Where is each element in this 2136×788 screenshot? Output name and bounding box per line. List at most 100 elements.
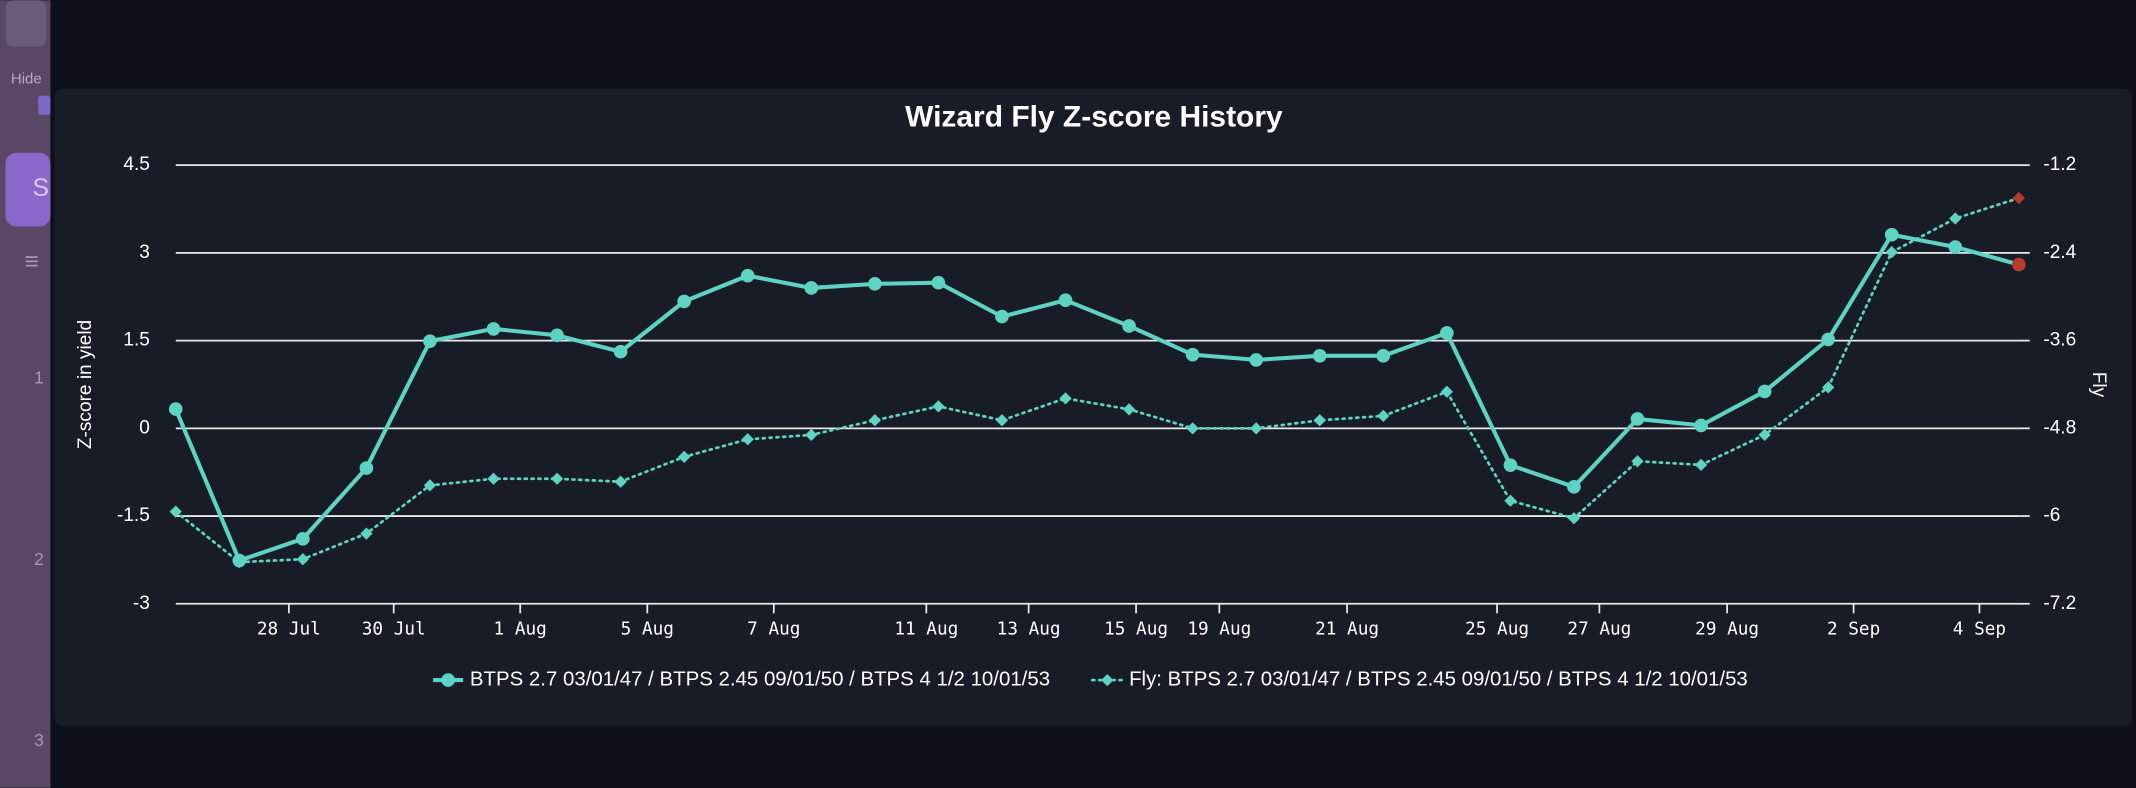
data-point — [1122, 403, 1136, 416]
x-tick-label: 25 Aug — [1465, 620, 1529, 640]
legend-label: Fly: BTPS 2.7 03/01/47 / BTPS 2.45 09/01… — [1129, 668, 1748, 690]
data-point — [1631, 455, 1644, 468]
sidebar-label: 2 — [34, 549, 44, 569]
legend-marker — [441, 673, 455, 687]
data-point — [613, 344, 628, 359]
chart-panel — [54, 88, 2132, 727]
data-point — [1567, 512, 1581, 525]
data-point — [1249, 353, 1263, 367]
data-point — [1250, 422, 1263, 435]
x-tick-label: 21 Aug — [1315, 620, 1379, 640]
legend-marker — [1101, 673, 1114, 687]
chart-title: Wizard Fly Z-score History — [905, 101, 1283, 134]
data-point — [677, 294, 691, 309]
data-point — [1821, 332, 1835, 347]
sidebar-checkbox[interactable] — [38, 95, 51, 115]
data-point — [296, 532, 310, 546]
series-line — [174, 196, 2021, 564]
x-tick-label: 15 Aug — [1104, 620, 1168, 640]
data-point — [741, 433, 754, 446]
x-tick-label: 11 Aug — [894, 620, 958, 640]
sidebar-label: Hide — [11, 70, 42, 87]
data-point — [359, 461, 374, 475]
y-tick-label: 4.5 — [123, 154, 150, 175]
data-point — [168, 402, 183, 416]
data-point — [423, 479, 437, 492]
x-tick-label: 13 Aug — [997, 620, 1061, 640]
sidebar-button[interactable] — [5, 152, 51, 227]
x-tick-label: 5 Aug — [621, 620, 674, 640]
y2-tick-label: -6 — [2043, 505, 2060, 526]
y-tick-label: -3 — [133, 593, 150, 614]
data-point — [1503, 458, 1518, 472]
data-point — [1059, 392, 1072, 405]
x-tick-label: 30 Jul — [362, 620, 426, 640]
data-point — [1504, 494, 1517, 507]
sidebar-label: 3 — [34, 730, 44, 750]
data-point — [1313, 414, 1326, 427]
data-point — [1440, 385, 1453, 398]
x-tick-label: 2 Sep — [1827, 620, 1880, 640]
x-tick-label: 29 Aug — [1695, 620, 1759, 640]
data-point — [1694, 418, 1708, 433]
data-point — [1185, 347, 1200, 362]
data-point — [1058, 293, 1073, 308]
data-point — [932, 400, 945, 413]
data-point — [1822, 381, 1835, 394]
data-point — [1440, 326, 1454, 340]
x-tick-label: 7 Aug — [747, 620, 800, 640]
sidebar-label: S — [33, 175, 49, 202]
data-point — [995, 414, 1009, 427]
data-point — [2012, 191, 2025, 205]
sidebar-box — [5, 0, 47, 47]
data-point — [931, 275, 946, 290]
data-point — [1377, 409, 1390, 423]
data-point — [296, 553, 309, 566]
data-point — [1885, 246, 1898, 259]
legend-label: BTPS 2.7 03/01/47 / BTPS 2.45 09/01/50 /… — [470, 668, 1050, 690]
data-point — [423, 334, 437, 348]
data-point — [1567, 480, 1581, 494]
data-point — [1949, 212, 1962, 225]
y2-tick-label: -2.4 — [2043, 242, 2076, 263]
data-point — [740, 268, 755, 283]
data-point — [868, 414, 881, 427]
y2-axis-title: Fly — [2088, 372, 2109, 398]
y2-tick-label: -3.6 — [2043, 330, 2076, 351]
y2-tick-label: -7.2 — [2043, 593, 2076, 614]
y-tick-label: 0 — [139, 417, 150, 438]
data-point — [868, 277, 882, 291]
data-point — [1630, 412, 1645, 426]
data-point — [2012, 257, 2026, 272]
x-tick-label: 19 Aug — [1187, 620, 1251, 640]
y-tick-label: -1.5 — [117, 505, 150, 526]
x-tick-label: 27 Aug — [1567, 620, 1631, 640]
y2-tick-label: -4.8 — [2043, 417, 2076, 438]
data-point — [487, 472, 500, 485]
data-point — [995, 309, 1009, 324]
data-point — [678, 450, 691, 463]
data-point — [550, 328, 564, 343]
data-point — [614, 475, 627, 488]
x-tick-label: 28 Jul — [257, 620, 321, 640]
menu-icon[interactable]: ≡ — [25, 249, 39, 276]
data-point — [1884, 227, 1899, 242]
series-line — [173, 232, 2020, 563]
data-point — [1312, 348, 1327, 363]
data-point — [550, 472, 564, 485]
y-tick-label: 3 — [139, 242, 150, 263]
y-tick-label: 1.5 — [123, 330, 150, 351]
y-axis-title: Z-score in yield — [75, 320, 96, 449]
sidebar-label: 1 — [34, 368, 44, 388]
data-point — [486, 322, 501, 336]
x-tick-label: 4 Sep — [1953, 620, 2006, 640]
data-point — [1757, 384, 1772, 399]
sidebar — [0, 0, 51, 788]
data-point — [360, 527, 373, 540]
data-point — [804, 281, 819, 295]
data-point — [233, 555, 246, 569]
data-point — [1186, 422, 1199, 435]
data-point — [1376, 348, 1391, 363]
